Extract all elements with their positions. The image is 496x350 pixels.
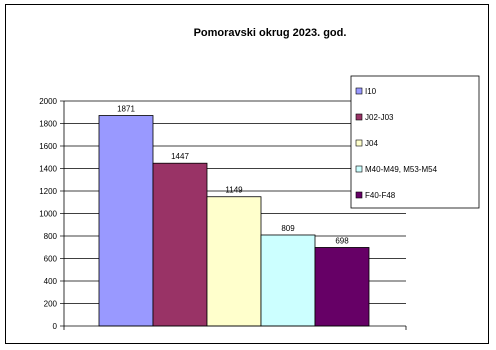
bar-m40-m49-m53-m54 (260, 234, 316, 327)
legend-swatch (355, 139, 363, 147)
bar-j02-j03 (152, 162, 208, 327)
value-label: 809 (281, 224, 295, 233)
bar-f40-f48 (314, 247, 370, 327)
y-tick-label: 600 (44, 255, 58, 264)
chart-frame: Pomoravski okrug 2023. god. 0 200 400 600 80… (5, 4, 489, 344)
legend-label: J04 (365, 139, 378, 148)
legend-swatch (355, 113, 363, 121)
value-labels: 1871 1447 1149 809 698 (117, 105, 349, 246)
y-tick-label: 2000 (39, 97, 57, 106)
bar-chart: Pomoravski okrug 2023. god. 0 200 400 600 80… (39, 27, 480, 331)
value-label: 698 (335, 236, 349, 245)
legend-label: I10 (365, 87, 377, 96)
y-tick-label: 800 (44, 232, 58, 241)
y-tick-label: 0 (53, 322, 58, 331)
y-tick-label: 1800 (39, 120, 57, 129)
value-label: 1871 (117, 105, 135, 114)
legend: I10 J02-J03 J04 M40-M49, M53-M54 F40-F48 (350, 75, 480, 209)
y-tick-label: 1000 (39, 210, 57, 219)
y-tick-label: 200 (44, 300, 58, 309)
legend-box (350, 75, 480, 209)
y-tick-label: 1400 (39, 165, 57, 174)
bars (98, 115, 370, 327)
bar-j04 (206, 196, 262, 327)
y-tick-label: 1200 (39, 187, 57, 196)
y-tick-label: 1600 (39, 142, 57, 151)
legend-label: F40-F48 (365, 191, 396, 200)
legend-swatch (355, 87, 363, 95)
legend-swatch (355, 191, 363, 199)
bar-i10 (98, 115, 154, 327)
value-label: 1149 (225, 186, 243, 195)
axes (60, 100, 407, 330)
chart-title: Pomoravski okrug 2023. god. (194, 27, 347, 39)
legend-swatch (355, 165, 363, 173)
y-axis-ticks: 0 200 400 600 800 1000 1200 1400 1600 1800 2000 (39, 97, 57, 331)
y-tick-label: 400 (44, 277, 58, 286)
legend-label: M40-M49, M53-M54 (365, 165, 438, 174)
legend-label: J02-J03 (365, 113, 394, 122)
value-label: 1447 (171, 152, 189, 161)
